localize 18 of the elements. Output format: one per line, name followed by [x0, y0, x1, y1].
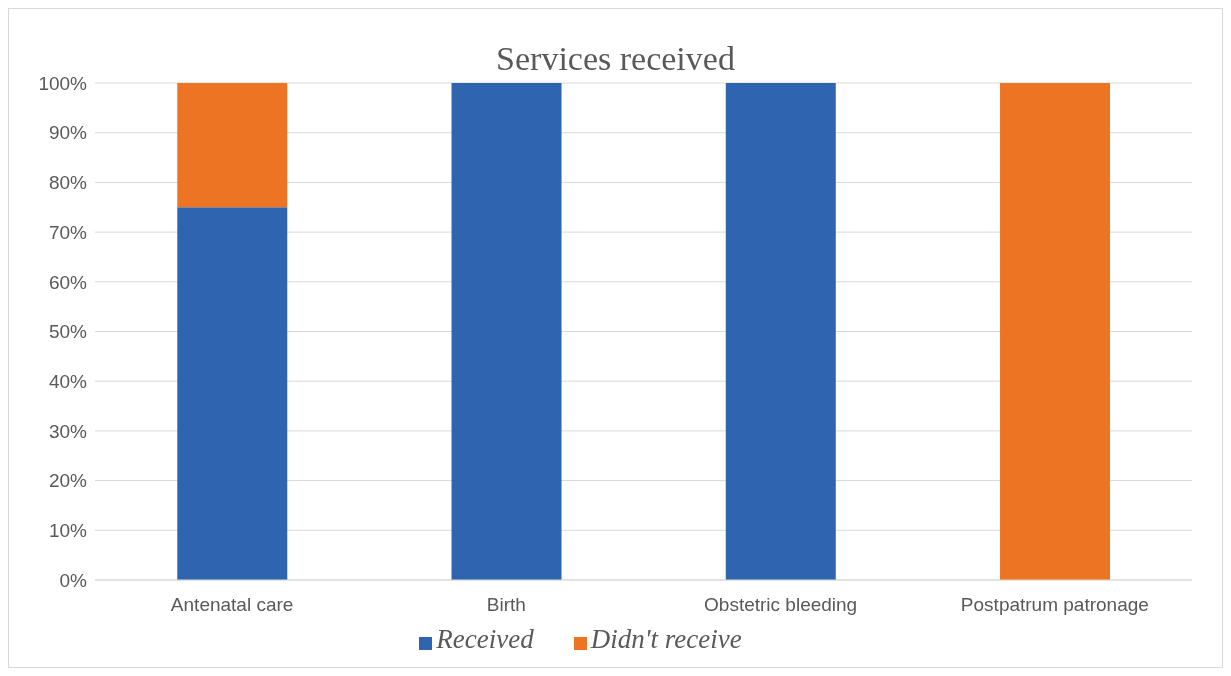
y-tick-label: 10% [48, 520, 88, 542]
x-tick-label: Birth [486, 594, 526, 616]
x-tick-label: Obstetric bleeding [704, 594, 858, 616]
chart-title: Services received [496, 40, 735, 77]
x-tick-label: Postpatrum patronage [960, 594, 1149, 616]
y-tick-label: 30% [48, 420, 88, 442]
legend-label: Didn't receive [590, 624, 742, 654]
y-tick-label: 80% [48, 172, 88, 194]
y-tick-label: 70% [48, 221, 88, 243]
y-tick-label: 20% [48, 470, 88, 492]
y-tick-label: 0% [59, 569, 88, 591]
x-tick-label: Antenatal care [170, 594, 294, 616]
y-tick-label: 90% [48, 122, 88, 144]
legend-label: Received [436, 624, 534, 654]
y-tick-label: 60% [48, 271, 88, 293]
y-tick-label: 50% [48, 321, 88, 343]
y-tick-label: 100% [38, 72, 88, 94]
y-tick-label: 40% [48, 370, 88, 392]
